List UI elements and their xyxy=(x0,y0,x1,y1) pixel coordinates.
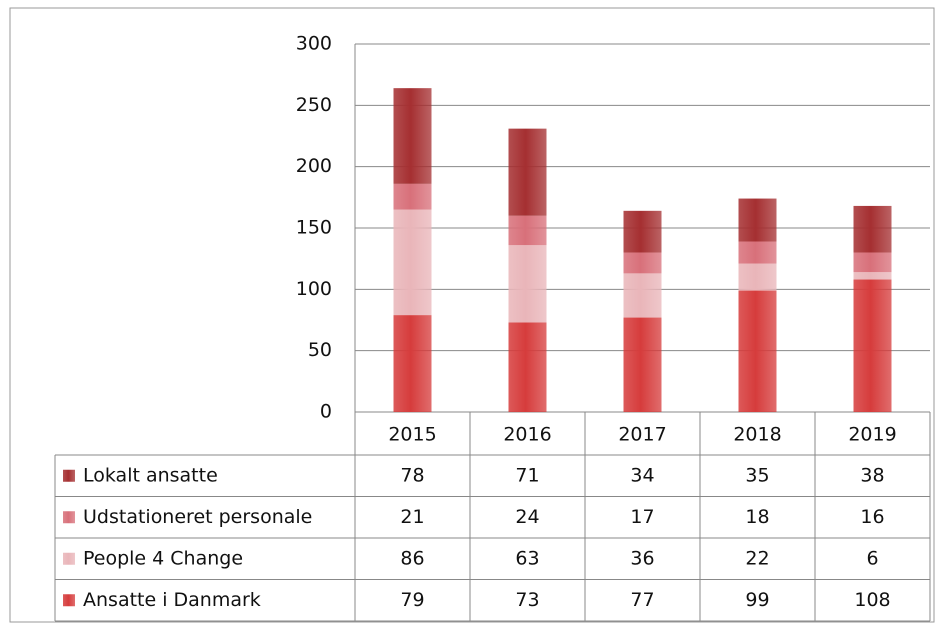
bar-segment xyxy=(393,315,432,412)
table-value: 36 xyxy=(630,547,654,569)
table-value: 17 xyxy=(630,506,654,528)
chart-border xyxy=(9,7,935,623)
table-value: 35 xyxy=(745,464,769,486)
legend-key xyxy=(63,552,75,565)
legend-label: Udstationeret personale xyxy=(83,506,312,528)
bar-segment xyxy=(393,88,432,184)
x-tick-label: 2016 xyxy=(503,424,551,446)
table-value: 77 xyxy=(630,589,654,611)
bar-segment xyxy=(623,210,662,253)
bar-segment xyxy=(738,241,777,264)
table-value: 71 xyxy=(515,464,539,486)
y-tick-label: 250 xyxy=(296,94,332,116)
table-value: 63 xyxy=(515,547,539,569)
bar-segment xyxy=(393,209,432,316)
table-value: 18 xyxy=(745,506,769,528)
bar-segment xyxy=(853,252,892,273)
legend-key xyxy=(63,594,75,607)
x-tick-label: 2017 xyxy=(618,424,666,446)
bar-segment xyxy=(508,245,547,323)
legend-label: Ansatte i Danmark xyxy=(83,589,261,611)
table-value: 22 xyxy=(745,547,769,569)
y-tick-label: 0 xyxy=(320,401,332,423)
table-value: 73 xyxy=(515,589,539,611)
bar-segment xyxy=(508,322,547,412)
table-value: 24 xyxy=(515,506,539,528)
y-tick-label: 150 xyxy=(296,217,332,239)
table-value: 6 xyxy=(866,547,878,569)
y-tick-label: 300 xyxy=(296,33,332,55)
table-value: 38 xyxy=(860,464,884,486)
legend-label: People 4 Change xyxy=(83,547,243,569)
bar-segment xyxy=(623,273,662,318)
bar-segment xyxy=(853,205,892,253)
table-value: 86 xyxy=(400,547,424,569)
table-value: 99 xyxy=(745,589,769,611)
table-value: 16 xyxy=(860,506,884,528)
legend-key xyxy=(63,511,75,524)
table-value: 79 xyxy=(400,589,424,611)
bar-segment xyxy=(508,215,547,246)
bar-segment xyxy=(738,198,777,242)
table-value: 78 xyxy=(400,464,424,486)
bar-segment xyxy=(623,317,662,412)
bar-segment xyxy=(853,279,892,412)
legend-label: Lokalt ansatte xyxy=(83,464,218,486)
bar-segment xyxy=(738,263,777,291)
bar-segment xyxy=(393,183,432,210)
x-tick-label: 2018 xyxy=(733,424,781,446)
y-tick-label: 200 xyxy=(296,155,332,177)
bar-segment xyxy=(853,272,892,280)
y-tick-label: 50 xyxy=(308,339,332,361)
legend-key xyxy=(63,469,75,482)
table-value: 34 xyxy=(630,464,654,486)
x-tick-label: 2015 xyxy=(388,424,436,446)
x-tick-label: 2019 xyxy=(848,424,896,446)
bar-segment xyxy=(623,252,662,274)
table-value: 21 xyxy=(400,506,424,528)
y-tick-label: 100 xyxy=(296,278,332,300)
bar-segment xyxy=(738,290,777,412)
table-value: 108 xyxy=(854,589,890,611)
bar-segment xyxy=(508,128,547,216)
